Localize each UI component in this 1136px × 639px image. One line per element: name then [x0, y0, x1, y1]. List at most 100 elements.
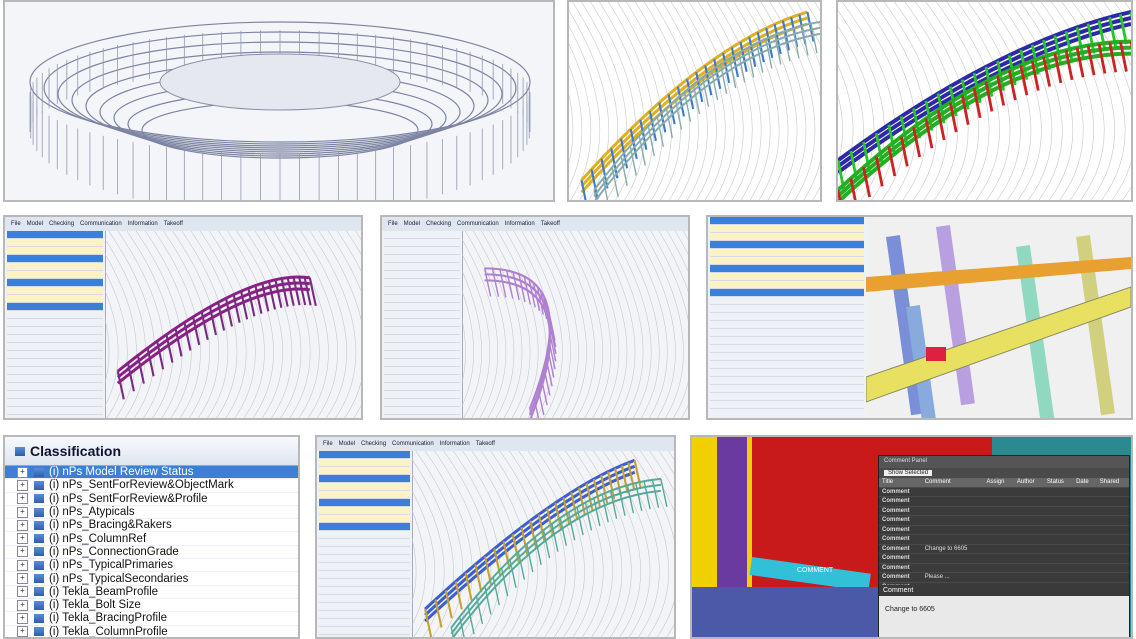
cell: Comment	[879, 534, 922, 545]
ring	[29, 21, 531, 143]
comment-row[interactable]: Comment	[879, 515, 1129, 526]
rib	[924, 118, 934, 149]
menu-item[interactable]: Model	[338, 441, 356, 447]
grid-member	[412, 490, 436, 637]
list-row	[710, 361, 864, 369]
tree-item[interactable]: + (i) nPs_SentForReview&Profile	[5, 493, 298, 506]
rib	[534, 536, 542, 565]
rib	[620, 156, 628, 187]
comment-row[interactable]: Comment Change to 6605	[879, 544, 1129, 554]
rib	[165, 334, 174, 363]
grid-member	[462, 238, 499, 418]
cell	[1096, 496, 1129, 507]
menu-item[interactable]: Checking	[49, 221, 75, 227]
list-row	[384, 295, 460, 303]
grid-member	[108, 231, 156, 418]
list-row	[710, 241, 864, 249]
item-label: (i) Tekla_ColumnProfile	[49, 625, 168, 638]
tree-item[interactable]: + (i) nPs_Atypicals	[5, 506, 298, 520]
grid-member	[925, 2, 979, 200]
menu-item[interactable]: Model	[403, 221, 421, 227]
menu-item[interactable]: Takeoff	[475, 441, 495, 447]
comment-row[interactable]: Comment	[879, 563, 1129, 573]
tree-item[interactable]: + (i) nPs Model Review Status	[5, 466, 298, 480]
rib	[647, 126, 656, 157]
rib	[292, 276, 301, 306]
rib	[618, 487, 626, 516]
tree-item[interactable]: + (i) nPs_TypicalSecondaries	[5, 572, 298, 586]
tree-item[interactable]: + (i) nPs_Bracing&Rakers	[5, 519, 298, 533]
block	[749, 557, 871, 592]
grid-member	[599, 2, 645, 200]
rib	[546, 508, 555, 537]
comment-row[interactable]: Comment Please ...	[879, 572, 1129, 583]
menu-item[interactable]: File	[388, 221, 398, 227]
list-row	[710, 337, 864, 345]
cell	[921, 515, 984, 526]
grid-member	[236, 231, 284, 418]
menu-item[interactable]: Checking	[361, 441, 387, 447]
grid-member	[602, 231, 644, 418]
comment-row[interactable]: Comment	[879, 496, 1129, 507]
tree-item[interactable]: + (i) Tekla_ColumnProfile	[5, 625, 298, 638]
grid-member	[561, 231, 604, 418]
grid-member	[509, 451, 557, 637]
tree-item[interactable]: + (i) nPs_TypicalPrimaries	[5, 559, 298, 573]
menu-item[interactable]: File	[323, 441, 333, 447]
cell: Comment	[879, 553, 922, 564]
list-row	[319, 475, 410, 483]
list-row	[319, 459, 410, 467]
cell: Comment	[879, 525, 922, 535]
list-row	[384, 231, 460, 239]
grid-member	[946, 2, 1000, 200]
expander: +	[17, 586, 28, 598]
tree-item[interactable]: + (i) nPs_ConnectionGrade	[5, 546, 298, 560]
cell	[1096, 515, 1129, 526]
beam	[838, 9, 1131, 163]
tree-item[interactable]: + (i) Tekla_BracingProfile	[5, 612, 298, 626]
rib	[1030, 60, 1040, 91]
menu-item[interactable]: Communication	[457, 221, 499, 227]
menu-item[interactable]: Communication	[80, 221, 122, 227]
menu-item[interactable]: Takeoff	[163, 221, 183, 227]
menu-item[interactable]: File	[11, 221, 21, 227]
comment-row[interactable]: Comment	[879, 487, 1129, 497]
app-window: File Model Checking Communication Informatio…	[315, 435, 676, 639]
grid-member	[473, 231, 515, 418]
comment-row[interactable]: Comment	[879, 534, 1129, 545]
beam	[593, 20, 820, 191]
list-row	[7, 247, 103, 255]
grid-member	[670, 2, 717, 200]
grid-member	[724, 2, 771, 200]
rib	[543, 367, 551, 396]
viewport	[412, 451, 674, 637]
rib	[1086, 45, 1096, 76]
grid-member	[796, 2, 820, 45]
rib	[506, 270, 514, 299]
menu-item[interactable]: Information	[504, 221, 535, 227]
tree-item[interactable]: + (i) Tekla_BeamProfile	[5, 586, 298, 599]
menu-item[interactable]: Information	[127, 221, 158, 227]
rib	[620, 465, 629, 494]
menu-item[interactable]: Communication	[392, 441, 434, 447]
comment-row[interactable]: Comment	[879, 506, 1129, 516]
cell: Please ...	[921, 572, 984, 583]
comment-row[interactable]: Comment	[879, 525, 1129, 535]
menu-item[interactable]: Checking	[426, 221, 452, 227]
tree-item[interactable]: + (i) nPs_SentForReview&ObjectMark	[5, 479, 298, 493]
menu-item[interactable]: Information	[439, 441, 470, 447]
comment-row[interactable]: Comment	[879, 553, 1129, 564]
cell	[1073, 563, 1097, 573]
grid-member	[462, 270, 482, 418]
cell	[921, 534, 984, 545]
filter[interactable]: Show Selected	[884, 470, 933, 476]
cell	[1073, 515, 1097, 526]
menu-item[interactable]: Takeoff	[540, 221, 560, 227]
grid-member	[172, 231, 220, 418]
item-icon	[34, 574, 44, 584]
beam	[838, 21, 1131, 175]
menu-item[interactable]: Model	[26, 221, 44, 227]
tree-item[interactable]: + (i) Tekla_Bolt Size	[5, 599, 298, 613]
tree-item[interactable]: + (i) nPs_ColumnRef	[5, 532, 298, 546]
grid-member	[682, 231, 688, 240]
